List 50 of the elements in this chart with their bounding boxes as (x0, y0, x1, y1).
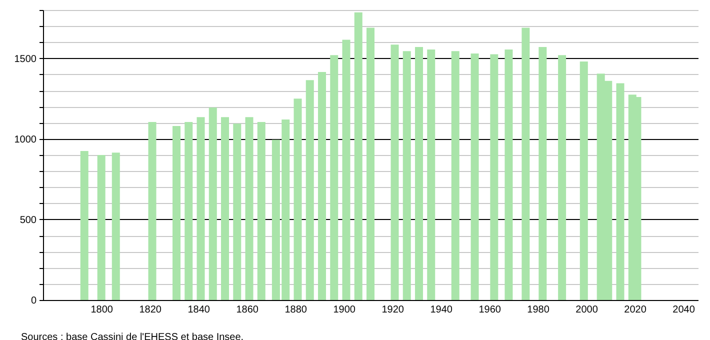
source-note: Sources : base Cassini de l'EHESS et base Insee. (21, 332, 244, 340)
bar (414, 47, 423, 300)
y-tick-label: 500 (20, 214, 37, 226)
bar (470, 54, 479, 300)
bar (172, 126, 181, 300)
x-tick-label: 1840 (188, 304, 210, 316)
bar (233, 124, 242, 300)
bar (580, 62, 588, 300)
bar (330, 55, 338, 300)
x-tick-label: 1880 (284, 304, 308, 316)
bar (208, 107, 217, 300)
bar (221, 117, 230, 300)
x-tick-label: 1800 (90, 304, 114, 316)
bar (112, 152, 120, 300)
x-tick-label: 1860 (236, 304, 259, 316)
y-tick-label: 1000 (14, 134, 37, 146)
x-tick-label: 1920 (382, 304, 404, 316)
x-tick-label: 2040 (672, 304, 696, 316)
bar (257, 122, 266, 300)
bar (294, 98, 302, 300)
bar (245, 117, 254, 300)
bar (366, 28, 374, 300)
y-tick-label: 0 (30, 296, 37, 306)
x-tick-label: 1960 (478, 304, 502, 316)
bar (354, 12, 362, 300)
bar (616, 83, 624, 300)
x-tick-label: 2020 (624, 304, 647, 316)
x-tick-label: 1940 (430, 304, 453, 316)
x-tick-label: 2000 (576, 304, 598, 316)
bar (184, 122, 193, 300)
bar (148, 122, 156, 300)
bar (342, 40, 350, 300)
bar (451, 51, 460, 300)
x-tick-label: 1980 (527, 304, 550, 316)
bar (490, 54, 498, 300)
bar (306, 80, 314, 300)
bar (390, 44, 399, 300)
bar (318, 72, 326, 300)
y-tick-label: 1500 (14, 54, 37, 65)
bar (80, 150, 88, 300)
x-tick-label: 1820 (139, 304, 162, 316)
bar (558, 55, 566, 300)
bar (504, 49, 513, 300)
bar (427, 49, 436, 300)
bar (97, 155, 106, 300)
bar (196, 117, 205, 300)
bar (522, 28, 530, 300)
x-tick-label: 1900 (333, 304, 356, 316)
bar (538, 47, 547, 300)
bar (402, 51, 411, 300)
